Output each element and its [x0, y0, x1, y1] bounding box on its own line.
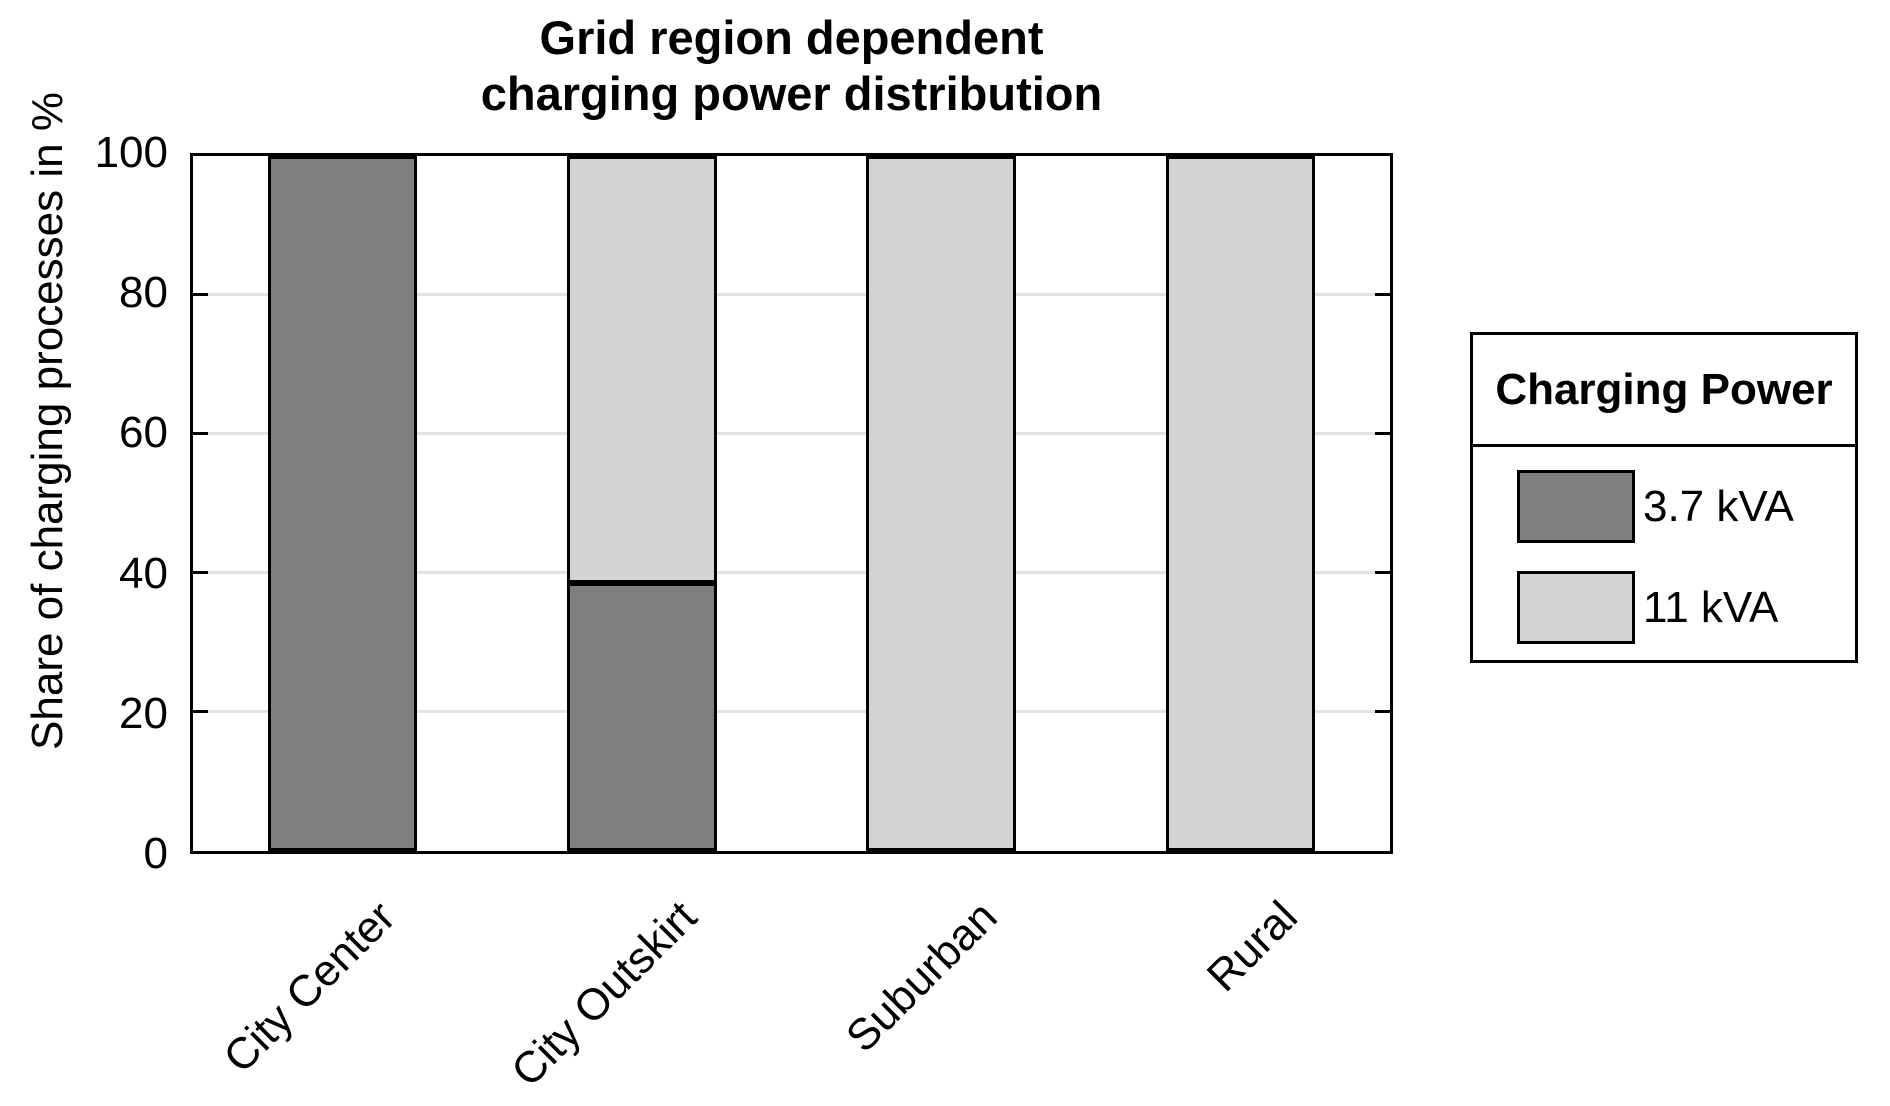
y-tick-label-0: 0 — [143, 829, 168, 878]
chart-title-line-2: charging power distribution — [480, 67, 1103, 120]
y-tick-label-20: 20 — [119, 688, 168, 738]
gridline-80 — [193, 293, 1390, 296]
y-tick-mark-20 — [193, 710, 208, 713]
gridline-40 — [193, 571, 1390, 574]
x-tick-label-rural: Rural — [1198, 892, 1308, 1002]
gridline-20 — [193, 710, 1390, 713]
x-tick-label-city-center: City Center — [214, 892, 406, 1083]
bar-city-center — [267, 156, 418, 851]
x-tick-label-city-outskirt: City Outskirt — [501, 892, 706, 1097]
legend-entry-11-kva: 11 kVA — [1517, 571, 1855, 644]
bar-suburban — [866, 156, 1016, 851]
y-tick-label-60: 60 — [119, 408, 168, 458]
x-tick-label-suburban: Suburban — [836, 892, 1007, 1062]
legend-entry-label-3.7-kva: 3.7 kVA — [1643, 481, 1794, 531]
y-tick-mark-40 — [1375, 571, 1390, 574]
gridline-60 — [193, 432, 1390, 435]
plot-area — [190, 153, 1393, 854]
legend-swatch-3.7-kva — [1517, 470, 1635, 543]
y-tick-mark-80 — [193, 293, 208, 296]
y-tick-mark-40 — [193, 571, 208, 574]
bar-rural — [1165, 156, 1316, 851]
legend-entries: 3.7 kVA 11 kVA — [1473, 447, 1855, 644]
legend-title: Charging Power — [1473, 335, 1855, 447]
bar-segment-city-center-3.7-kva — [267, 156, 418, 851]
bar-city-outskirt — [567, 156, 717, 851]
y-tick-label-100: 100 — [94, 128, 168, 177]
bar-segment-suburban-11-kva — [866, 156, 1016, 851]
chart-title-line-1: Grid region dependent — [539, 11, 1044, 64]
y-tick-mark-80 — [1375, 293, 1390, 296]
bar-segment-rural-11-kva — [1165, 156, 1316, 851]
y-tick-mark-60 — [193, 432, 208, 435]
bar-segment-city-outskirt-3.7-kva — [567, 583, 717, 851]
legend-entry-label-11-kva: 11 kVA — [1643, 582, 1779, 632]
y-tick-mark-20 — [1375, 710, 1390, 713]
legend-swatch-11-kva — [1517, 571, 1635, 644]
legend: Charging Power 3.7 kVA 11 kVA — [1470, 332, 1858, 663]
y-tick-label-80: 80 — [119, 268, 168, 318]
bar-segment-city-outskirt-11-kva — [567, 156, 717, 584]
chart-title: Grid region dependent charging power dis… — [190, 10, 1393, 122]
y-tick-label-40: 40 — [119, 548, 168, 598]
legend-entry-3.7-kva: 3.7 kVA — [1517, 470, 1855, 543]
y-tick-mark-60 — [1375, 432, 1390, 435]
